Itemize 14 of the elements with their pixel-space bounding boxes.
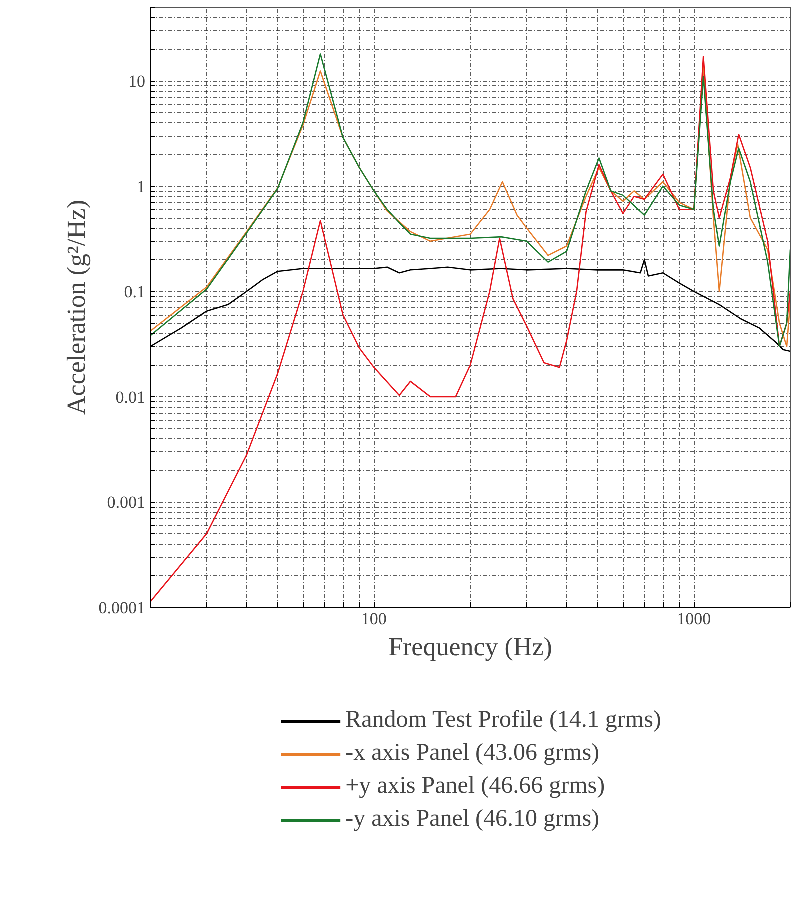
legend-label: -x axis Panel (43.06 grms) bbox=[346, 740, 600, 767]
y-tick-label: 0.1 bbox=[124, 282, 146, 302]
legend-label: Random Test Profile (14.1 grms) bbox=[346, 707, 662, 734]
y-tick-label: 10 bbox=[128, 72, 146, 92]
y-tick-label: 0.0001 bbox=[98, 598, 146, 618]
x-tick-label: 1000 bbox=[677, 610, 712, 628]
legend-label: +y axis Panel (46.66 grms) bbox=[346, 773, 606, 800]
y-tick-label: 0.001 bbox=[107, 493, 146, 512]
y-axis-title: Acceleration (g²/Hz) bbox=[62, 200, 91, 415]
legend-label: -y axis Panel (46.10 grms) bbox=[346, 806, 600, 833]
y-tick-label: 0.01 bbox=[116, 388, 146, 407]
y-tick-label: 1 bbox=[137, 177, 146, 196]
x-tick-label: 100 bbox=[361, 610, 387, 628]
x-axis-title: Frequency (Hz) bbox=[388, 632, 552, 662]
